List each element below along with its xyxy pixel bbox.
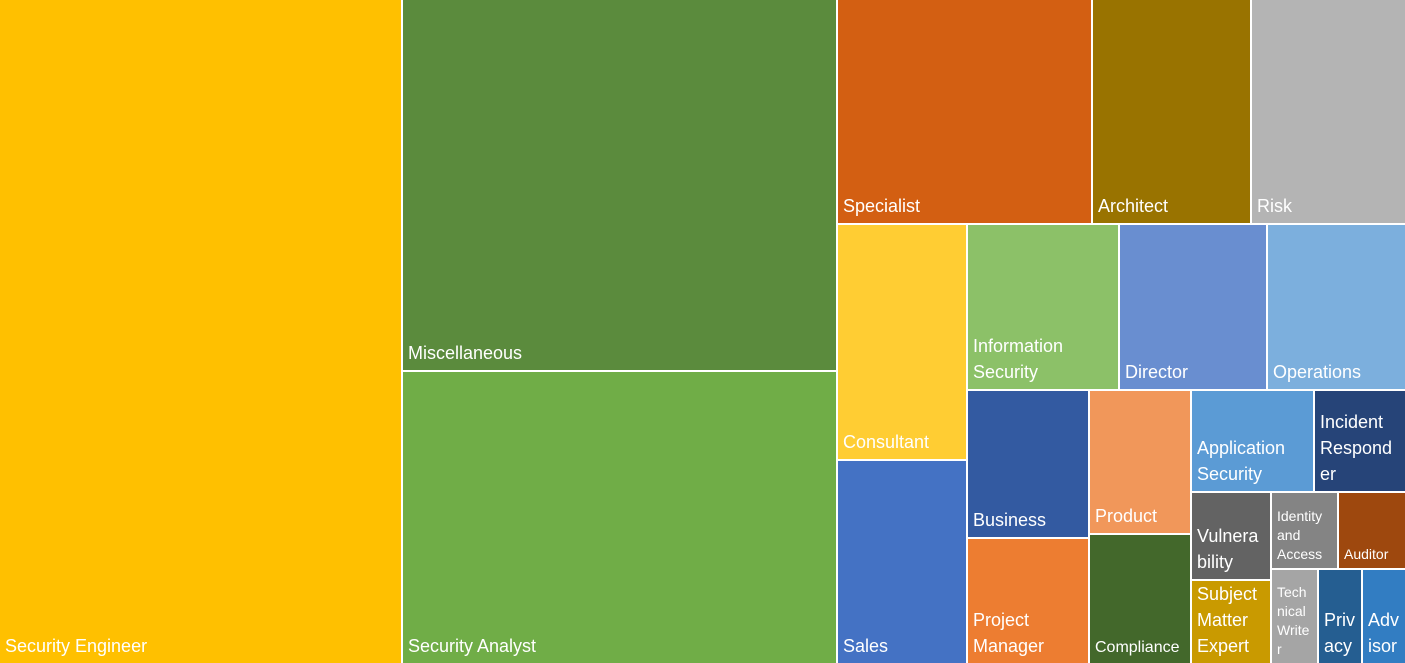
treemap-label-product: Product bbox=[1095, 506, 1158, 526]
treemap-cell-architect: Architect bbox=[1093, 0, 1250, 223]
treemap-cell-identity-and-access: Identity and Access bbox=[1272, 493, 1337, 568]
treemap-label-specialist: Specialist bbox=[843, 196, 921, 216]
treemap-cell-information-security: Information Security bbox=[968, 225, 1118, 389]
treemap-cell-product: Product bbox=[1090, 391, 1190, 533]
treemap-cell-subject-matter-expert: Subject Matter Expert bbox=[1192, 581, 1270, 663]
treemap-label-project-manager: Project Manager bbox=[973, 610, 1045, 656]
treemap-cell-application-security: Application Security bbox=[1192, 391, 1313, 491]
treemap-label-vulnerability: Vulnerability bbox=[1197, 526, 1259, 572]
treemap-label-operations: Operations bbox=[1273, 362, 1362, 382]
treemap-label-architect: Architect bbox=[1098, 196, 1169, 216]
treemap-cell-compliance: Compliance bbox=[1090, 535, 1190, 663]
treemap-label-incident-responder: Incident Responder bbox=[1320, 412, 1393, 484]
treemap-cell-security-analyst: Security Analyst bbox=[403, 372, 836, 663]
treemap-label-compliance: Compliance bbox=[1095, 639, 1180, 656]
treemap-label-sales: Sales bbox=[843, 636, 889, 656]
treemap-cell-security-engineer: Security Engineer bbox=[0, 0, 401, 663]
treemap-label-security-engineer: Security Engineer bbox=[5, 636, 148, 656]
treemap-label-business: Business bbox=[973, 510, 1047, 530]
treemap-cell-operations: Operations bbox=[1268, 225, 1405, 389]
treemap-label-risk: Risk bbox=[1257, 196, 1292, 216]
treemap-cell-consultant: Consultant bbox=[838, 225, 966, 459]
treemap-cell-project-manager: Project Manager bbox=[968, 539, 1088, 663]
treemap-label-information-security: Information Security bbox=[973, 336, 1064, 382]
treemap-cell-advisor: Advisor bbox=[1363, 570, 1405, 663]
treemap-label-technical-writer: Technical Writer bbox=[1277, 584, 1310, 657]
treemap-cell-business: Business bbox=[968, 391, 1088, 537]
treemap-label-consultant: Consultant bbox=[843, 432, 930, 452]
treemap-label-security-analyst: Security Analyst bbox=[408, 636, 537, 656]
treemap-label-auditor: Auditor bbox=[1344, 546, 1389, 562]
treemap-cell-technical-writer: Technical Writer bbox=[1272, 570, 1317, 663]
treemap-cell-incident-responder: Incident Responder bbox=[1315, 391, 1405, 491]
treemap-cell-sales: Sales bbox=[838, 461, 966, 663]
treemap-cell-director: Director bbox=[1120, 225, 1266, 389]
treemap-label-advisor: Advisor bbox=[1368, 610, 1400, 656]
treemap-label-director: Director bbox=[1125, 362, 1189, 382]
treemap-cell-miscellaneous: Miscellaneous bbox=[403, 0, 836, 370]
treemap-cell-vulnerability: Vulnerability bbox=[1192, 493, 1270, 579]
treemap-label-privacy: Privacy bbox=[1324, 610, 1355, 656]
treemap-cell-specialist: Specialist bbox=[838, 0, 1091, 223]
treemap-label-miscellaneous: Miscellaneous bbox=[408, 343, 523, 363]
treemap-cell-auditor: Auditor bbox=[1339, 493, 1405, 568]
treemap-label-subject-matter-expert: Subject Matter Expert bbox=[1197, 584, 1258, 656]
treemap-cell-privacy: Privacy bbox=[1319, 570, 1361, 663]
treemap-label-application-security: Application Security bbox=[1197, 438, 1286, 484]
treemap-label-identity-and-access: Identity and Access bbox=[1277, 508, 1323, 562]
treemap-cell-risk: Risk bbox=[1252, 0, 1405, 223]
